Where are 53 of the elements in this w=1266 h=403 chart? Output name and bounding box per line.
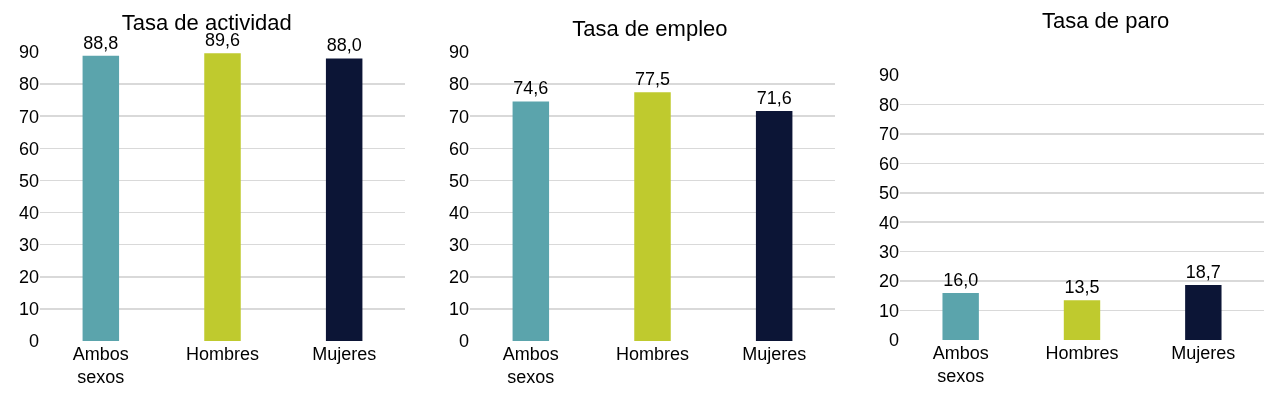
data-label: 13,5 [1064,277,1100,298]
y-tick-label: 90 [18,42,39,63]
y-tick-label: 70 [878,124,899,145]
bar [634,92,671,341]
y-tick-label: 40 [878,212,899,233]
data-label: 74,6 [513,78,549,99]
data-label: 16,0 [943,269,979,290]
y-tick-label: 80 [18,74,39,95]
data-label: 77,5 [634,69,671,90]
y-tick-label: 60 [448,138,469,159]
bar [512,101,550,341]
y-tick-label: 0 [28,331,39,352]
y-tick-label: 60 [878,153,899,174]
x-tick-label: Mujeres [312,344,377,364]
y-tick-label: 80 [448,74,469,95]
y-tick-label: 30 [18,234,39,255]
y-tick-label: 20 [18,267,39,288]
x-tick-label: Mujeres [742,344,807,364]
y-tick-label: 70 [448,106,469,127]
y-tick-label: 30 [448,234,469,255]
chart-title: Tasa de paro [1042,7,1170,33]
x-tick-label: Ambos sexos [72,344,129,388]
data-label: 18,7 [1185,261,1221,282]
y-tick-label: 50 [448,170,469,191]
y-tick-label: 10 [18,299,39,320]
y-tick-label: 50 [18,170,39,191]
y-tick-label: 20 [878,271,899,292]
bar [755,111,793,341]
y-tick-label: 30 [878,241,899,262]
data-label: 89,6 [204,30,241,51]
y-tick-label: 20 [448,267,469,288]
y-tick-label: 40 [18,202,39,223]
data-label: 88,8 [83,32,119,53]
x-tick-label: Hombres [615,344,690,364]
y-tick-label: 0 [458,331,469,352]
y-tick-label: 10 [878,300,899,321]
y-tick-label: 80 [878,94,899,115]
x-tick-label: Ambos sexos [932,343,989,387]
y-tick-label: 0 [888,330,899,351]
chart-title: Tasa de empleo [572,15,728,41]
y-tick-label: 50 [878,183,899,204]
y-tick-label: 90 [448,42,469,63]
y-tick-label: 60 [18,138,39,159]
y-tick-label: 40 [448,202,469,223]
data-label: 71,6 [756,88,792,109]
x-tick-label: Hombres [185,344,260,364]
y-tick-label: 90 [878,65,899,86]
x-tick-label: Ambos sexos [502,344,559,388]
y-tick-label: 10 [448,299,469,320]
data-label: 88,0 [326,35,362,56]
x-tick-label: Hombres [1045,343,1119,363]
x-tick-label: Mujeres [1171,343,1236,363]
y-tick-label: 70 [18,106,39,127]
